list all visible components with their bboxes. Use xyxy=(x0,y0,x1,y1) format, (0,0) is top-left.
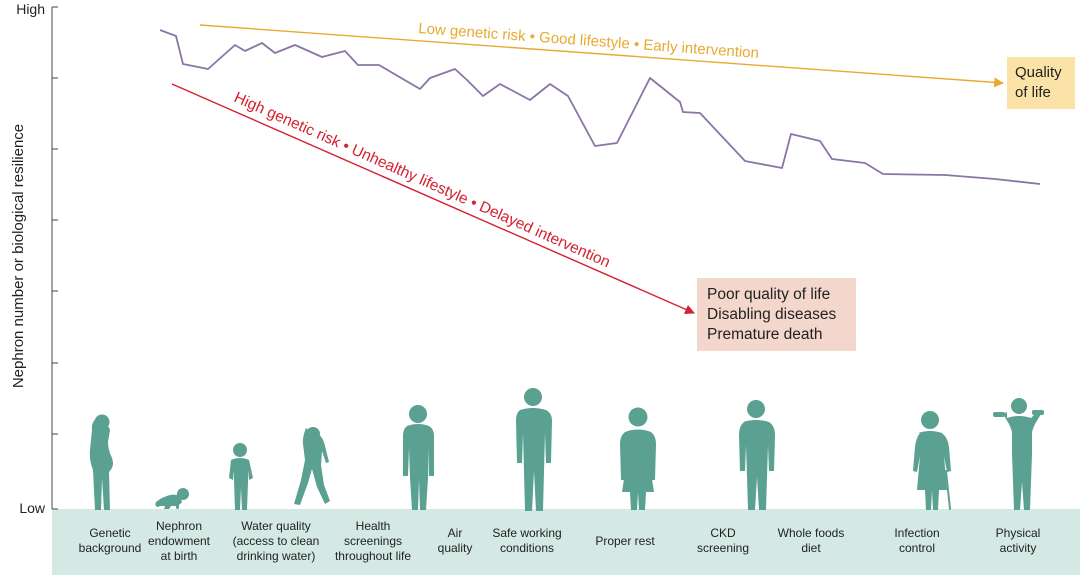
bad-path-arrow xyxy=(171,83,695,314)
y-axis-ticks xyxy=(52,6,58,510)
factor-safe-working-conditions: Safe working conditions xyxy=(492,526,562,555)
bad-path-label: High genetic risk • Unhealthy lifestyle … xyxy=(231,89,612,271)
teen-figure xyxy=(403,405,434,510)
senior-lifting-dumbbells-figure xyxy=(993,398,1044,510)
ground-band xyxy=(52,509,1080,575)
good-path-label: Low genetic risk • Good lifestyle • Earl… xyxy=(418,20,760,62)
walking-child-figure xyxy=(294,427,330,505)
y-axis-title: Nephron number or biological resilience xyxy=(10,124,27,388)
factor-physical-activity: Physical activity xyxy=(995,526,1041,555)
factor-whole-foods-diet: Whole foods diet xyxy=(777,526,845,555)
quality-of-life-box: Quality of life xyxy=(1007,57,1075,109)
factor-proper-rest: Proper rest xyxy=(595,534,655,548)
resilience-line xyxy=(159,29,1041,185)
y-axis-high-label: High xyxy=(16,1,45,17)
crawling-baby-figure xyxy=(155,488,189,509)
good-path-arrow xyxy=(199,24,1004,88)
young-woman-figure xyxy=(620,407,656,510)
adult-man-figure xyxy=(516,388,552,511)
toddler-figure xyxy=(229,443,253,510)
good-outcome-line: of life xyxy=(1015,84,1051,101)
factor-air-quality: Air quality xyxy=(437,526,473,555)
pregnant-woman-figure xyxy=(89,414,113,510)
factor-ckd-screening: CKD screening xyxy=(696,526,750,555)
figure-row xyxy=(89,388,1044,511)
middle-aged-man-figure xyxy=(739,400,775,510)
factor-water-quality: Water quality (access to clean drinking … xyxy=(232,519,320,563)
good-outcome-line: Quality xyxy=(1015,64,1062,81)
poor-outcome-line: Poor quality of life xyxy=(707,286,831,303)
poor-outcome-line: Premature death xyxy=(707,326,823,343)
factor-infection-control: Infection control xyxy=(894,526,940,555)
poor-outcome-box: Poor quality of life Disabling diseases … xyxy=(697,278,856,351)
factor-genetic-background: Genetic background xyxy=(78,526,142,555)
elderly-woman-with-cane-figure xyxy=(913,411,952,510)
factor-nephron-endowment: Nephron endowment at birth xyxy=(147,519,211,563)
factor-health-screenings: Health screenings throughout life xyxy=(334,519,412,563)
poor-outcome-line: Disabling diseases xyxy=(707,306,837,323)
y-axis-low-label: Low xyxy=(19,500,46,516)
